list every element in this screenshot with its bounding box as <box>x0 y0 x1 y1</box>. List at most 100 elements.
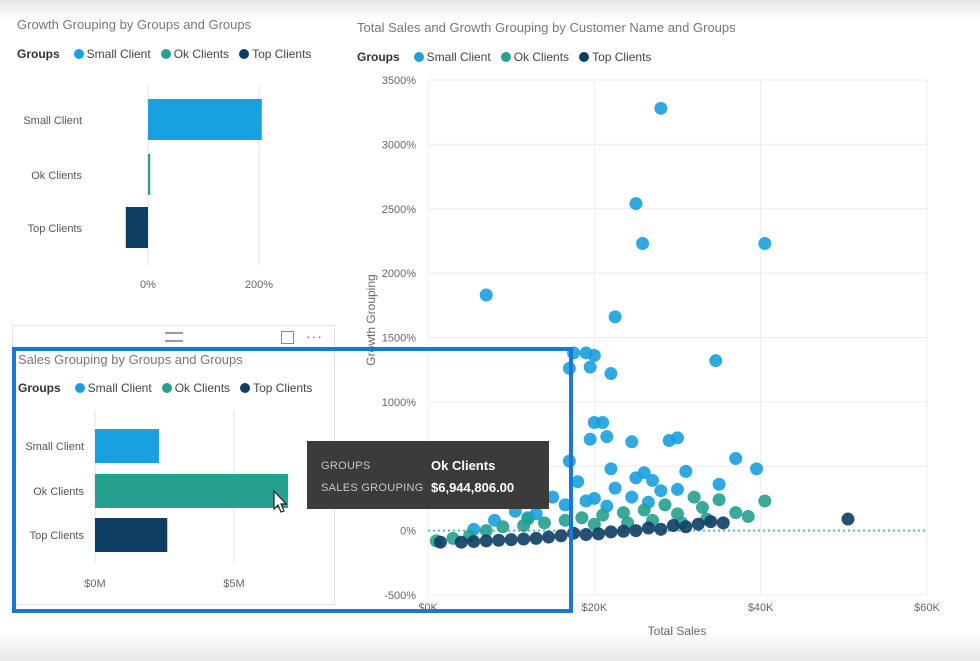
legend-label-ok: Ok Clients <box>513 50 570 64</box>
scatter-point <box>691 517 705 531</box>
more-options-icon[interactable]: ··· <box>306 328 323 344</box>
bar <box>95 429 159 463</box>
tick-label: 200% <box>245 279 273 291</box>
y-tick-label: 2000% <box>382 268 416 280</box>
legend-label-small: Small Client <box>87 381 152 395</box>
y-tick-label: 3500% <box>382 75 416 87</box>
tick-label: $0M <box>84 578 105 590</box>
legend-item-top[interactable]: Top Clients <box>579 50 651 64</box>
y-tick-label: 0% <box>400 526 416 538</box>
scatter-point <box>591 527 605 541</box>
x-axis-label: Total Sales <box>648 624 707 638</box>
x-tick-label: $40K <box>748 602 774 614</box>
x-tick-label: $0K <box>418 602 438 614</box>
legend-label-small: Small Client <box>86 47 151 61</box>
scatter-point <box>467 535 481 549</box>
scatter-point <box>625 490 639 504</box>
scatter-point <box>562 361 576 375</box>
scatter-point <box>567 346 581 360</box>
scatter-point <box>454 535 468 549</box>
legend-item-small[interactable]: Small Client <box>413 50 491 64</box>
legend-item-top[interactable]: Top Clients <box>240 381 312 395</box>
legend-item-top[interactable]: Top Clients <box>239 47 311 61</box>
scatter-point <box>729 506 743 520</box>
legend-label-top: Top Clients <box>253 381 313 395</box>
bar <box>148 99 262 140</box>
x-tick-label: $60K <box>914 602 940 614</box>
category-label: Ok Clients <box>31 170 82 182</box>
tick-label: 0% <box>140 279 156 291</box>
legend-dot-small <box>74 383 85 393</box>
y-axis-label: Growth Grouping <box>364 274 378 365</box>
category-label: Small Client <box>23 115 82 127</box>
scatter-point <box>521 512 535 526</box>
scatter-point <box>604 367 618 381</box>
y-tick-label: -500% <box>384 590 416 602</box>
legend-label-ok: Ok Clients <box>174 381 231 395</box>
scatter-point <box>604 462 618 476</box>
scatter-point <box>741 509 755 523</box>
scatter-point <box>758 237 772 251</box>
scatter-point <box>758 494 772 508</box>
legend-dot-top <box>239 49 250 59</box>
legend-dot-top <box>579 52 590 62</box>
scatter-point <box>646 473 660 487</box>
legend-item-ok[interactable]: Ok Clients <box>160 47 230 61</box>
scatter-point <box>554 529 568 543</box>
scatter-point <box>608 310 622 324</box>
scatter-point <box>492 533 506 547</box>
scatter-point <box>608 481 622 495</box>
scatter-point <box>567 526 581 540</box>
scatter-chart-legend: Groups Small Client Ok Clients Top Clien… <box>357 50 661 64</box>
scatter-point <box>562 454 576 468</box>
growth-bar-chart: 0% 200% Small Client Ok Clients Top Clients <box>23 85 273 291</box>
bar <box>148 154 151 195</box>
mouse-cursor-icon <box>273 490 288 513</box>
scatter-point <box>558 513 572 527</box>
scatter-point <box>654 101 668 115</box>
legend-title: Groups <box>357 50 400 64</box>
tooltip-label-sales: SALES GROUPING <box>321 482 424 494</box>
drag-handle-icon[interactable] <box>165 332 183 342</box>
scatter-point <box>517 532 531 546</box>
focus-mode-icon[interactable] <box>281 331 294 344</box>
bar <box>95 518 168 552</box>
scatter-point <box>662 434 676 447</box>
scatter-point <box>558 498 572 512</box>
scatter-point <box>709 354 723 368</box>
legend-label-top: Top Clients <box>592 50 652 64</box>
legend-label-ok: Ok Clients <box>173 47 230 61</box>
bar <box>95 474 289 508</box>
scatter-point <box>587 415 601 429</box>
scatter-point <box>658 498 672 512</box>
tooltip-value-groups: Ok Clients <box>431 458 496 473</box>
tick-label: $5M <box>223 578 244 590</box>
legend-item-ok[interactable]: Ok Clients <box>500 50 570 64</box>
scatter-point <box>479 524 493 538</box>
scatter-point <box>841 512 855 526</box>
scatter-chart: -500%0%500%1000%1500%2000%2500%3000%3500… <box>364 75 941 638</box>
legend-item-small[interactable]: Small Client <box>73 47 151 61</box>
scatter-point <box>604 525 618 539</box>
scatter-point <box>579 527 593 541</box>
scatter-point <box>537 516 551 530</box>
legend-item-ok[interactable]: Ok Clients <box>161 381 231 395</box>
bottom-shade <box>0 630 980 661</box>
scatter-point <box>479 534 493 548</box>
scatter-point <box>750 462 764 476</box>
y-tick-label: 1500% <box>382 333 416 345</box>
scatter-point <box>637 503 651 517</box>
legend-dot-small <box>413 52 424 62</box>
scatter-point <box>654 484 668 498</box>
scatter-point <box>716 516 730 530</box>
legend-item-small[interactable]: Small Client <box>74 381 152 395</box>
scatter-point <box>616 524 630 538</box>
legend-dot-small <box>73 49 84 59</box>
scatter-point <box>575 511 589 525</box>
scatter-point <box>666 518 680 532</box>
scatter-point <box>616 506 630 520</box>
y-tick-label: 1000% <box>382 397 416 409</box>
legend-title: Groups <box>18 381 61 395</box>
scatter-point <box>583 432 597 446</box>
scatter-point <box>433 535 447 549</box>
